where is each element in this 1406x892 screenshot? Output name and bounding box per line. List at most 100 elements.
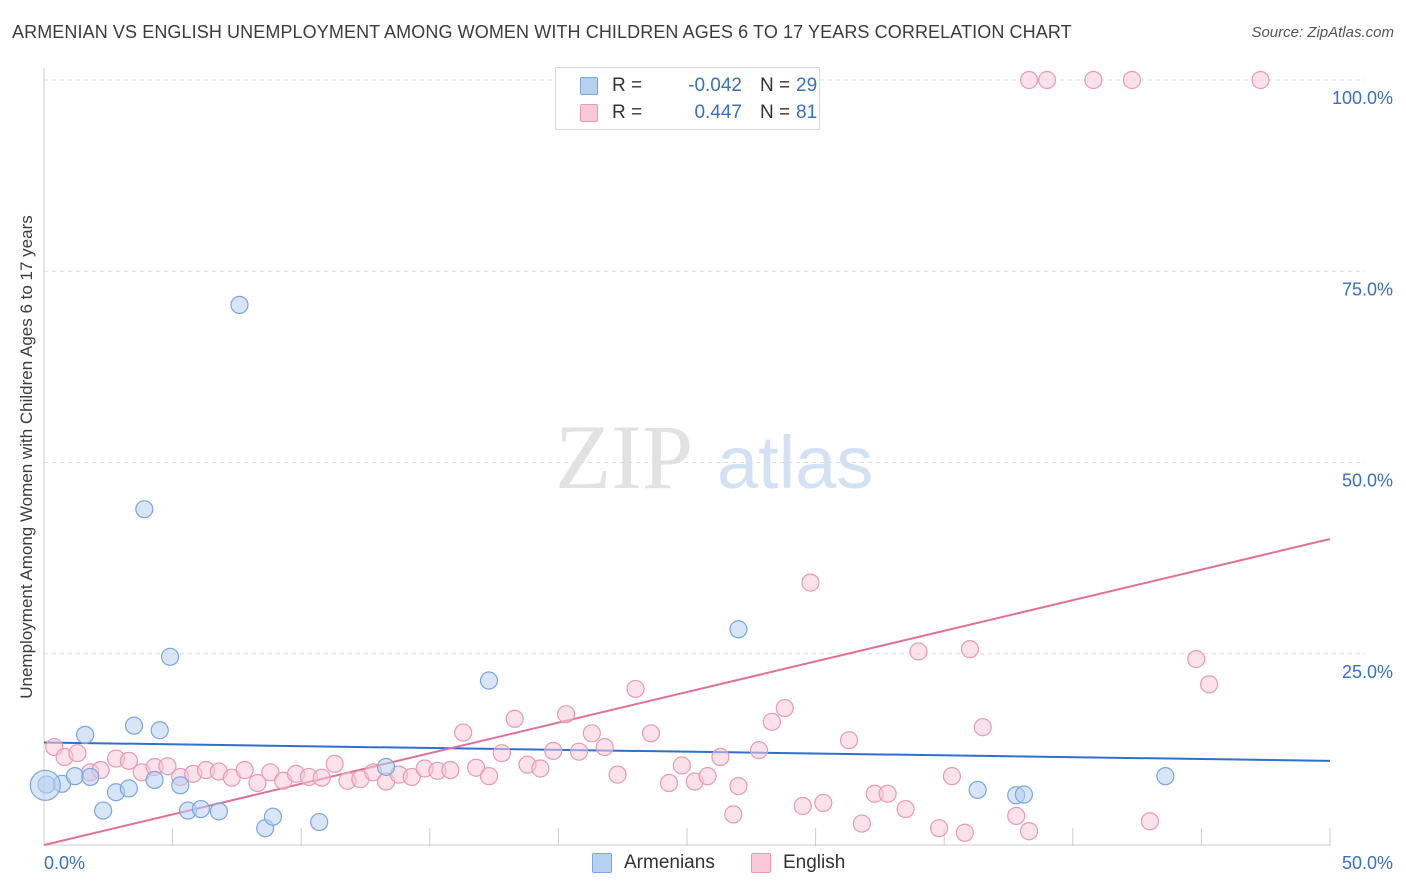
y-tick-label: 100.0% bbox=[1332, 88, 1393, 108]
armenians-swatch bbox=[580, 77, 598, 95]
armenians-point bbox=[729, 620, 748, 639]
english-point bbox=[942, 767, 962, 786]
english-point bbox=[479, 767, 499, 786]
armenians-point bbox=[209, 802, 228, 821]
armenians-point bbox=[81, 767, 100, 787]
data-points bbox=[29, 70, 1270, 842]
armenians-point bbox=[29, 769, 61, 801]
english-point bbox=[955, 823, 974, 842]
trend-lines bbox=[43, 538, 1331, 846]
armenians-point bbox=[310, 812, 329, 832]
english-point bbox=[775, 698, 794, 718]
armenians-point bbox=[230, 295, 249, 315]
correlation-legend: R = -0.042 N = 29 R = 0.447 N = 81 bbox=[555, 67, 820, 130]
english-point bbox=[1084, 70, 1103, 90]
english-point bbox=[1140, 812, 1160, 831]
english-r-label: R = bbox=[612, 102, 643, 123]
english-point bbox=[248, 773, 267, 793]
english-point bbox=[659, 773, 679, 793]
english-point bbox=[466, 758, 486, 777]
english-point bbox=[68, 744, 87, 763]
gridlines bbox=[44, 79, 1365, 655]
english-point bbox=[724, 805, 743, 824]
armenians-n-value: 29 bbox=[796, 75, 818, 96]
armenians-point bbox=[150, 721, 169, 740]
armenians-point bbox=[124, 716, 144, 735]
watermark-zip: ZIP bbox=[555, 406, 693, 508]
english-point bbox=[454, 723, 473, 742]
english-point bbox=[762, 712, 781, 731]
armenians-point bbox=[65, 767, 84, 786]
english-point bbox=[1019, 822, 1039, 841]
armenians-point bbox=[119, 779, 138, 798]
english-point bbox=[1007, 806, 1026, 826]
armenians-r-label: R = bbox=[612, 75, 643, 96]
y-tick-label: 25.0% bbox=[1342, 662, 1393, 682]
english-point bbox=[793, 796, 812, 816]
english-point bbox=[402, 767, 421, 787]
english-point bbox=[641, 724, 661, 743]
english-point bbox=[896, 799, 915, 819]
english-point bbox=[672, 756, 691, 775]
armenians-legend-swatch bbox=[592, 853, 612, 873]
english-point bbox=[119, 751, 138, 770]
armenians-trend-line bbox=[43, 741, 1331, 762]
english-legend-label: English bbox=[783, 852, 846, 873]
english-point bbox=[729, 776, 748, 796]
tick-labels: 25.0% 50.0% 75.0% 100.0% 0.0% 50.0% bbox=[44, 88, 1393, 873]
english-point bbox=[814, 793, 833, 813]
armenians-point bbox=[160, 647, 180, 666]
english-point bbox=[608, 765, 627, 784]
english-point bbox=[312, 768, 331, 787]
armenians-point bbox=[76, 725, 95, 744]
english-point bbox=[839, 731, 859, 750]
english-point bbox=[582, 724, 601, 743]
english-point bbox=[1037, 70, 1057, 90]
source-label: Source: ZipAtlas.com bbox=[1251, 24, 1394, 41]
english-point bbox=[158, 757, 177, 776]
armenians-point bbox=[171, 776, 190, 795]
english-point bbox=[595, 737, 614, 757]
english-point bbox=[261, 763, 280, 782]
english-point bbox=[1187, 650, 1206, 669]
english-point bbox=[801, 573, 820, 592]
armenians-legend-label: Armenians bbox=[624, 852, 715, 873]
english-point bbox=[557, 705, 576, 724]
armenians-point bbox=[968, 780, 987, 800]
armenians-point bbox=[191, 799, 210, 819]
armenians-point bbox=[135, 500, 154, 519]
y-tick-label: 50.0% bbox=[1342, 471, 1393, 491]
watermark: ZIP atlas bbox=[555, 406, 873, 508]
english-point bbox=[1019, 70, 1039, 90]
english-point bbox=[531, 759, 550, 778]
y-tick-label: 75.0% bbox=[1342, 279, 1393, 299]
english-point bbox=[569, 742, 589, 761]
english-point bbox=[1122, 70, 1142, 90]
english-point bbox=[878, 784, 897, 803]
x-tick-label: 50.0% bbox=[1342, 853, 1393, 873]
english-legend-swatch bbox=[751, 853, 771, 873]
english-r-value: 0.447 bbox=[694, 102, 742, 123]
armenians-n-label: N = bbox=[760, 75, 791, 96]
english-n-label: N = bbox=[760, 102, 791, 123]
english-point bbox=[1251, 70, 1270, 90]
english-trend-line bbox=[43, 538, 1331, 846]
armenians-point bbox=[1014, 785, 1034, 804]
axes bbox=[43, 68, 1331, 846]
armenians-point bbox=[145, 770, 164, 790]
english-point bbox=[235, 760, 254, 780]
english-point bbox=[929, 819, 949, 838]
armenians-point bbox=[263, 807, 283, 826]
english-point bbox=[698, 767, 717, 786]
english-point bbox=[544, 741, 563, 761]
english-point bbox=[441, 760, 460, 780]
armenians-point bbox=[479, 671, 499, 690]
english-point bbox=[1200, 675, 1219, 694]
english-point bbox=[852, 814, 871, 833]
chart-title: ARMENIAN VS ENGLISH UNEMPLOYMENT AMONG W… bbox=[12, 22, 1072, 42]
english-point bbox=[626, 679, 645, 699]
armenians-point bbox=[376, 757, 396, 777]
english-point bbox=[960, 640, 980, 659]
armenians-point bbox=[1156, 767, 1175, 786]
